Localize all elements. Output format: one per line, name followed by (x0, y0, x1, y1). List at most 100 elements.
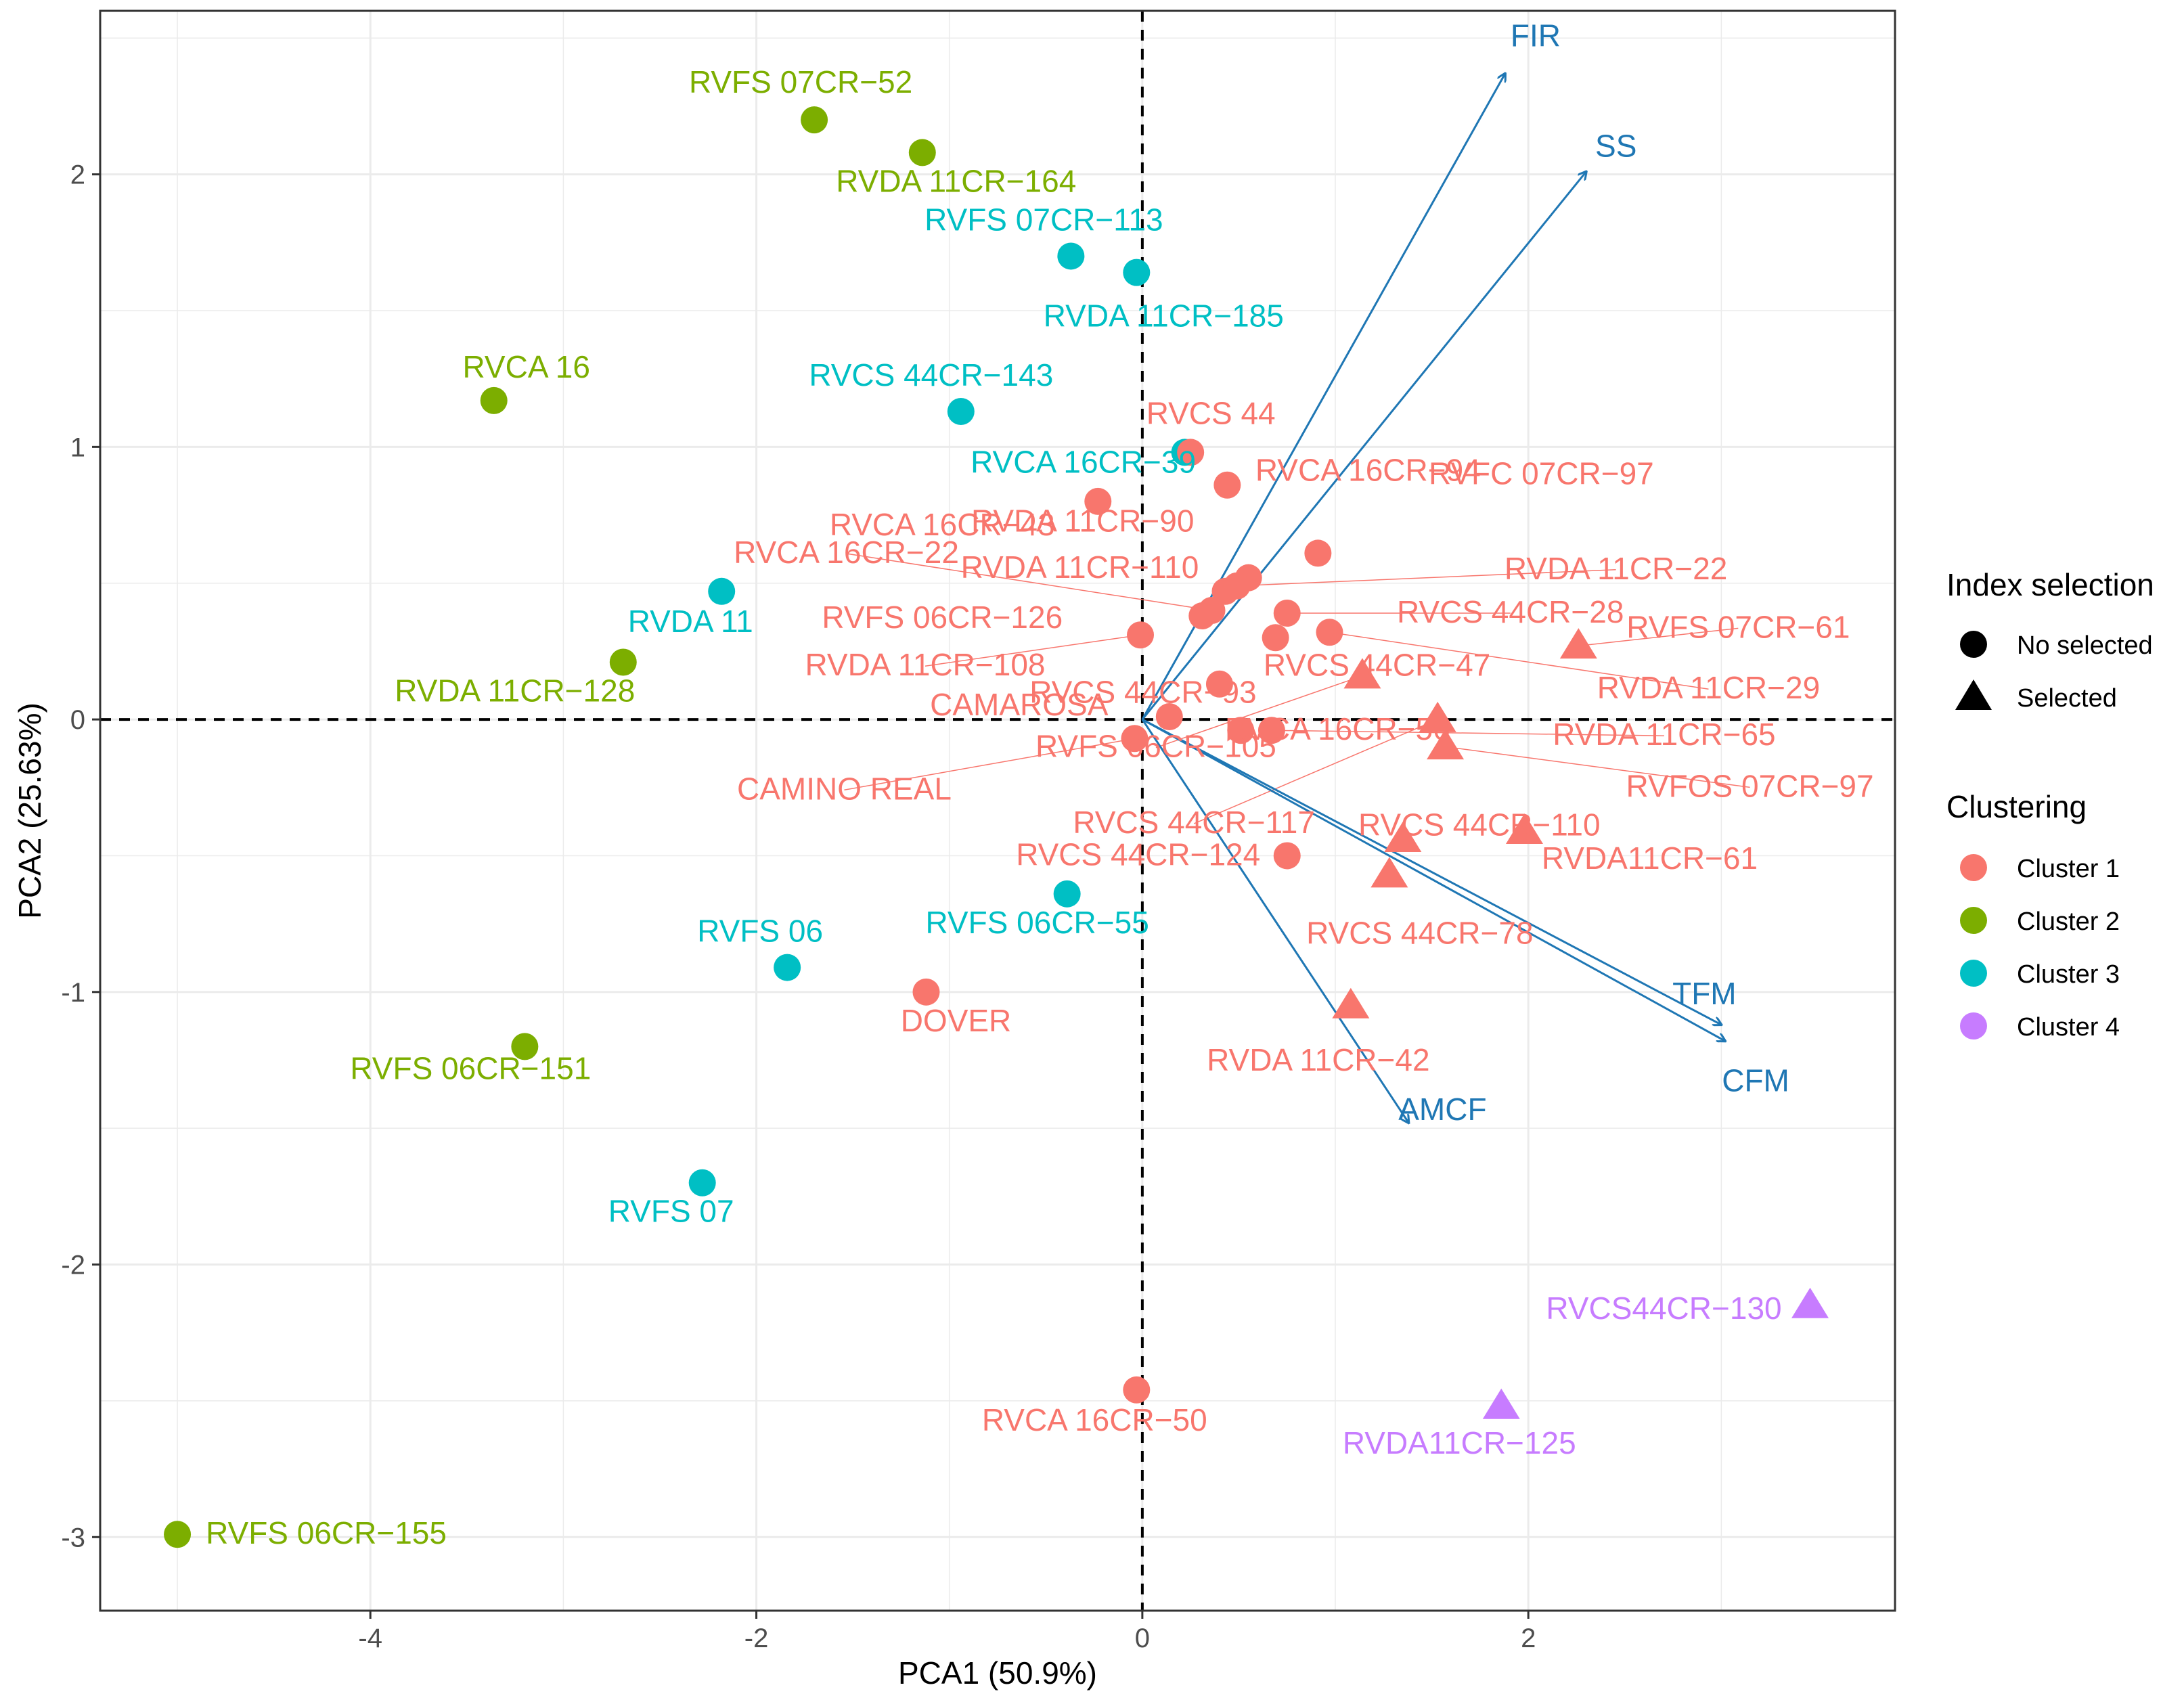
point-rvfs-07-circle (688, 1169, 716, 1196)
point-rvfos-07cr-97-label: RVFOS 07CR−97 (1626, 768, 1874, 803)
point-rvcs-44cr-28-label: RVCS 44CR−28 (1397, 594, 1624, 629)
y-tick-label: 0 (70, 705, 85, 735)
y-tick-label: 1 (70, 432, 85, 462)
point-camarosa-label: CAMAROSA (930, 687, 1109, 722)
point-rvfs-06cr-126-circle (1188, 602, 1216, 630)
y-tick-label: -2 (61, 1251, 85, 1280)
point-rvca-16cr-22-leader (846, 553, 1212, 611)
point-rvfs-07-label: RVFS 07 (608, 1194, 734, 1229)
point-rvfs-06cr-126-label: RVFS 06CR−126 (822, 600, 1063, 635)
point-rvfs-07cr-113-circle (1057, 242, 1085, 270)
point-rvda-11cr-29-circle (1316, 619, 1343, 646)
vector-label-cfm: CFM (1722, 1062, 1789, 1098)
point-dover-circle (912, 978, 940, 1006)
legend-title-index-selection: Index selection (1946, 567, 2154, 602)
point-rvcs-44cr-143-label: RVCS 44CR−143 (809, 357, 1053, 393)
point-rvda-11cr-22-circle (1223, 572, 1251, 600)
point-rvcs-44cr-47-circle (1262, 624, 1289, 652)
point-rvda-11cr-108-circle (1127, 621, 1155, 649)
point-rvcs-44cr-117-label: RVCS 44CR−117 (1073, 805, 1315, 840)
point-rvcs-44cr-110-label: RVCS 44CR−110 (1358, 807, 1601, 842)
point-rvda11cr-61-triangle (1505, 813, 1543, 844)
legend-key-no-selected (1960, 631, 1987, 658)
point-rvfs-07cr-61-triangle (1559, 628, 1597, 659)
vector-cfm (1142, 718, 1725, 1041)
point-rvcs-44cr-117-leader (1193, 719, 1438, 824)
y-tick-label: -3 (61, 1523, 85, 1552)
point-rvfs-06cr-155-label: RVFS 06CR−155 (206, 1515, 447, 1550)
point-rvca-16cr-43-circle (1084, 487, 1112, 515)
point-rvca-16cr-56-label: RVCA 16CR−56 (1225, 711, 1450, 746)
point-rvda-11cr-108-label: RVDA 11CR−108 (805, 647, 1046, 682)
point-rvca-16-circle (480, 386, 508, 414)
x-tick-label: -4 (358, 1624, 382, 1653)
point-rvcs44cr-130-label: RVCS44CR−130 (1546, 1291, 1781, 1326)
point-rvfos-07cr-97-leader (1445, 746, 1750, 788)
legend-key-cluster-1 (1960, 854, 1987, 881)
point-camino-real-label: CAMINO REAL (737, 771, 952, 806)
point-rvda-11cr-22-label: RVDA 11CR−22 (1505, 551, 1727, 586)
legend-key-cluster-3 (1960, 960, 1987, 987)
point-rvda-11cr-29-label: RVDA 11CR−29 (1597, 670, 1820, 705)
legend-label-selected: Selected (2017, 684, 2117, 713)
point-rvfs-06cr-105-leader (1155, 675, 1363, 748)
point-rvfs-06-circle (774, 954, 801, 981)
point-rvda-11cr-164-label: RVDA 11CR−164 (836, 163, 1076, 198)
point-rvda11cr-61-label: RVDA11CR−61 (1542, 841, 1758, 876)
legend-title-clustering: Clustering (1946, 789, 2087, 824)
grid-lines (100, 11, 1895, 1611)
point-rvfs-07cr-61-label: RVFS 07CR−61 (1626, 609, 1850, 644)
vector-label-amcf: AMCF (1398, 1092, 1486, 1127)
legend-label-no-selected: No selected (2017, 631, 2153, 660)
point-camino-real-leader (844, 738, 1135, 791)
point-rvda-11cr-65-circle (1257, 717, 1285, 744)
x-tick-label: 2 (1521, 1624, 1536, 1653)
vector-label-ss: SS (1595, 129, 1636, 164)
point-rvda-11cr-65-label: RVDA 11CR−65 (1553, 717, 1775, 752)
point-rvcs-44cr-93-label: RVCS 44CR−93 (1029, 675, 1256, 710)
plot-border (99, 9, 1896, 1612)
label-leader-lines (844, 553, 1750, 824)
point-rvca-16cr-39-label: RVCA 16CR−39 (971, 444, 1196, 479)
point-rvca-16-label: RVCA 16 (463, 349, 590, 384)
point-rvfs-06cr-151-label: RVFS 06CR−151 (350, 1050, 591, 1086)
point-rvfos-07cr-97-triangle (1427, 729, 1465, 760)
point-rvca-16cr-50-circle (1123, 1376, 1151, 1404)
point-rvcs-44cr-78-label: RVCS 44CR−78 (1306, 916, 1533, 951)
point-rvda11cr-125-triangle (1482, 1388, 1520, 1419)
point-rvcs-44-label: RVCS 44 (1146, 395, 1276, 430)
point-rvda-11cr-164-circle (908, 139, 936, 166)
x-axis-label: PCA1 (50.9%) (898, 1655, 1097, 1691)
point-rvcs-44-circle (1177, 439, 1205, 466)
x-tick-label: -2 (744, 1624, 769, 1653)
point-rvda-11cr-90-label: RVDA 11CR−90 (971, 504, 1194, 539)
point-rvda-11-label: RVDA 11 (628, 604, 753, 639)
point-rvda-11cr-185-circle (1123, 259, 1151, 286)
point-dover-label: DOVER (901, 1003, 1012, 1038)
point-rvcs44cr-130-triangle (1791, 1287, 1829, 1318)
point-rvca-16cr-43-label: RVCA 16CR−43 (830, 507, 1055, 542)
point-rvfs-06cr-55-label: RVFS 06CR−55 (926, 905, 1149, 940)
data-points (164, 106, 1829, 1548)
point-rvda-11cr-29-leader (1329, 631, 1709, 690)
point-rvca-16cr-94-label: RVCA 16CR−94 (1255, 453, 1481, 488)
point-rvda-11cr-42-triangle (1332, 987, 1370, 1019)
legend-label-cluster-4: Cluster 4 (2017, 1013, 2120, 1042)
legend-key-selected (1955, 679, 1992, 710)
legend-key-cluster-2 (1960, 907, 1987, 934)
point-rvda-11cr-65-leader (1271, 730, 1664, 736)
point-rvcs-44cr-124-circle (1273, 842, 1301, 870)
point-rvfs-07cr-52-circle (801, 106, 828, 134)
point-rvcs-44cr-143-circle (947, 398, 975, 426)
point-rvcs-44cr-110-triangle (1384, 822, 1422, 853)
point-camarosa-circle (1155, 703, 1183, 731)
point-rvda-11cr-128-circle (609, 648, 637, 676)
y-tick-label: 2 (70, 160, 85, 190)
vector-amcf (1141, 719, 1409, 1123)
point-rvda-11cr-108-leader (924, 634, 1141, 667)
point-rvca-16cr-56-circle (1227, 717, 1255, 744)
point-rvfs-06-label: RVFS 06 (697, 914, 823, 949)
point-rvcs-44cr-117-triangle (1419, 701, 1456, 732)
point-rvda11cr-125-label: RVDA11CR−125 (1343, 1425, 1576, 1460)
